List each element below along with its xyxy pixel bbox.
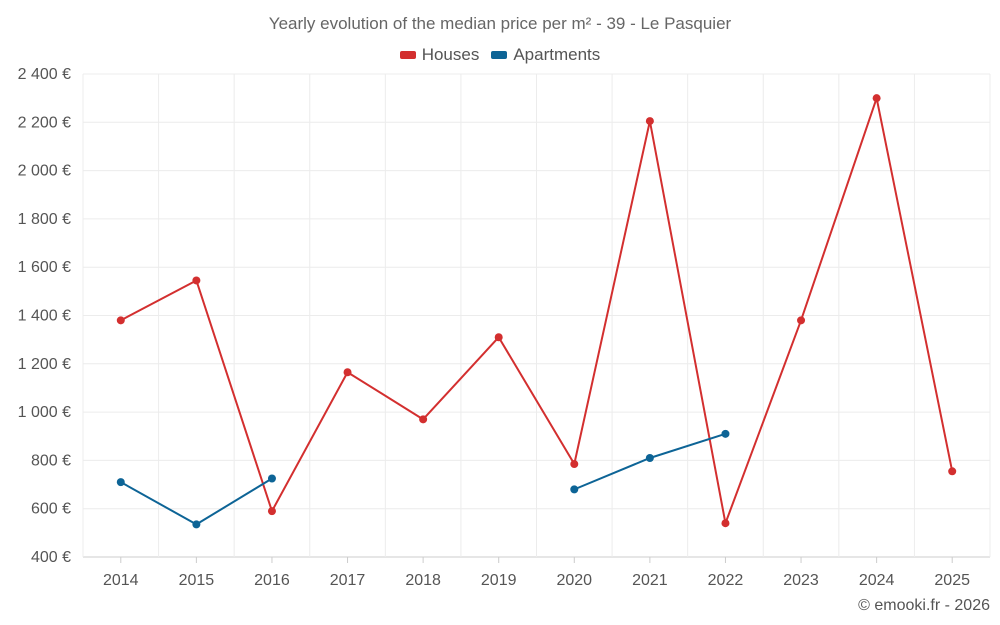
legend: Houses Apartments xyxy=(0,45,1000,65)
legend-swatch-apartments xyxy=(491,51,508,59)
data-point-houses xyxy=(494,333,503,342)
x-tick-label: 2019 xyxy=(481,572,517,589)
data-point-apartments xyxy=(192,520,201,529)
x-tick-label: 2017 xyxy=(330,572,366,589)
data-point-houses xyxy=(948,467,957,476)
legend-item-apartments[interactable]: Apartments xyxy=(491,45,600,65)
y-tick-label: 1 200 € xyxy=(18,356,71,373)
x-tick-label: 2018 xyxy=(405,572,441,589)
y-tick-label: 1 400 € xyxy=(18,308,71,325)
y-tick-label: 2 400 € xyxy=(18,66,71,83)
series-line-houses xyxy=(120,97,954,525)
credit-text: © emooki.fr - 2026 xyxy=(858,597,990,614)
y-tick-label: 400 € xyxy=(31,549,71,566)
data-point-houses xyxy=(419,415,428,424)
y-tick-label: 1 600 € xyxy=(18,259,71,276)
y-tick-label: 2 000 € xyxy=(18,163,71,180)
data-point-apartments xyxy=(267,474,276,483)
y-tick-label: 2 200 € xyxy=(18,114,71,131)
x-tick-label: 2021 xyxy=(632,572,668,589)
data-point-houses xyxy=(797,316,806,325)
data-point-apartments xyxy=(570,485,579,494)
data-point-houses xyxy=(721,519,730,528)
data-point-houses xyxy=(267,507,276,516)
data-point-houses xyxy=(192,276,201,285)
series-line-apartments xyxy=(120,477,273,526)
chart-title: Yearly evolution of the median price per… xyxy=(268,14,732,33)
data-point-apartments xyxy=(645,453,654,462)
x-tick-label: 2015 xyxy=(179,572,215,589)
data-point-houses xyxy=(116,316,125,325)
data-point-apartments xyxy=(116,478,125,487)
x-tick-label: 2023 xyxy=(783,572,819,589)
x-tick-label: 2024 xyxy=(859,572,895,589)
y-tick-label: 1 800 € xyxy=(18,211,71,228)
data-point-houses xyxy=(343,368,352,377)
x-tick-label: 2025 xyxy=(934,572,970,589)
data-point-houses xyxy=(872,94,881,103)
legend-label-houses: Houses xyxy=(421,45,480,64)
data-point-houses xyxy=(645,117,654,126)
y-tick-label: 800 € xyxy=(31,452,71,469)
x-tick-label: 2014 xyxy=(103,572,139,589)
legend-item-houses[interactable]: Houses xyxy=(399,45,480,65)
x-tick-label: 2022 xyxy=(708,572,744,589)
legend-label-apartments: Apartments xyxy=(513,45,601,64)
y-tick-label: 600 € xyxy=(31,501,71,518)
y-tick-label: 1 000 € xyxy=(18,404,71,421)
data-point-apartments xyxy=(721,429,730,438)
data-point-houses xyxy=(570,460,579,469)
legend-swatch-houses xyxy=(399,51,416,59)
x-tick-label: 2020 xyxy=(556,572,592,589)
x-tick-label: 2016 xyxy=(254,572,290,589)
